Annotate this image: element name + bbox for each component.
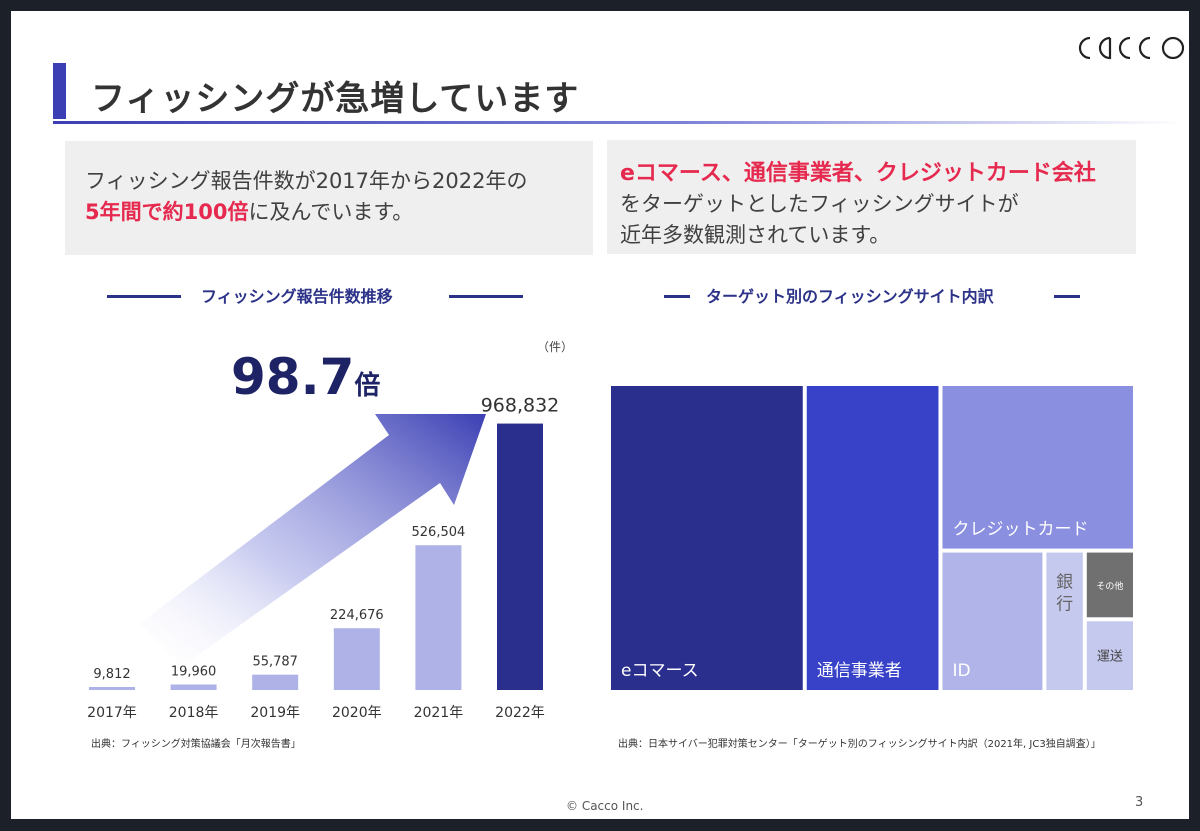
section-header-right-label: ターゲット別のフィッシングサイト内訳	[706, 287, 994, 306]
bar-2018年	[170, 684, 217, 690]
source-note-right: 出典：日本サイバー犯罪対策センター「ターゲット別のフィッシングサイト内訳（202…	[618, 739, 1101, 750]
treemap-label: その他	[1096, 580, 1123, 592]
bar-category-label: 2021年	[414, 705, 464, 721]
bar-category-label: 2022年	[495, 705, 545, 721]
cacco-logo	[1078, 36, 1185, 60]
section-header-left-label: フィッシング報告件数推移	[201, 287, 393, 306]
summary-box-right: eコマース、通信事業者、クレジットカード会社 をターゲットとしたフィッシングサイ…	[607, 140, 1136, 254]
treemap-cell-その他	[1086, 552, 1133, 618]
treemap-cell-eコマース	[611, 386, 803, 690]
section-header-left-line-r	[449, 295, 523, 298]
multiplier-label: 98.7倍	[231, 348, 380, 406]
bar-value-label: 224,676	[330, 608, 384, 623]
bar-2020年	[333, 628, 380, 690]
summary-right-line2: をターゲットとしたフィッシングサイトが	[620, 192, 1019, 216]
bar-category-label: 2018年	[169, 705, 219, 721]
treemap-label: 通信事業者	[817, 661, 902, 681]
treemap-cell-クレジットカード	[942, 386, 1133, 549]
bar-category-label: 2017年	[87, 705, 137, 721]
growth-arrow	[139, 414, 486, 667]
summary-left-line1: フィッシング報告件数が2017年から2022年の	[85, 169, 528, 193]
summary-box-left: フィッシング報告件数が2017年から2022年の 5年間で約100倍に及んでいま…	[65, 141, 593, 255]
section-header-right-line-r	[1054, 295, 1080, 298]
treemap-cell-銀行	[1046, 552, 1083, 690]
section-header-right: ターゲット別のフィッシングサイト内訳	[664, 283, 1094, 309]
summary-left-highlight: 5年間で約100倍	[85, 200, 249, 224]
bar-category-label: 2020年	[332, 705, 382, 721]
bar-2022年	[497, 423, 543, 690]
bar-value-label: 19,960	[171, 665, 217, 680]
multiplier-value: 98.7	[231, 348, 355, 406]
bar-value-label: 55,787	[252, 655, 298, 670]
slide-title: フィッシングが急増しています	[91, 79, 580, 119]
source-note-left: 出典：フィッシング対策協議会「月次報告書」	[91, 739, 301, 750]
treemap-label: クレジットカード	[952, 520, 1088, 540]
section-header-right-line-l	[664, 295, 690, 298]
bar-value-label: 526,504	[412, 525, 466, 540]
bar-value-label: 9,812	[93, 667, 130, 682]
title-underline	[53, 121, 1183, 124]
title-accent-bar	[53, 63, 66, 119]
treemap-cell-運送	[1086, 621, 1133, 690]
treemap-label: ID	[952, 661, 970, 681]
summary-left-rest: に及んでいます。	[248, 200, 414, 224]
bar-2017年	[89, 687, 135, 690]
treemap-label: 銀行	[1056, 573, 1073, 615]
section-header-left: フィッシング報告件数推移	[107, 283, 527, 309]
bar-2019年	[252, 674, 299, 690]
treemap-cell-通信事業者	[806, 386, 939, 690]
footer-copyright: © Cacco Inc.	[566, 799, 644, 813]
bar-unit-label: （件）	[537, 340, 573, 354]
summary-right-highlight: eコマース、通信事業者、クレジットカード会社	[620, 161, 1096, 186]
slide: フィッシングが急増しています フィッシング報告件数が2017年から2022年の …	[11, 11, 1189, 819]
bar-2021年	[415, 545, 462, 690]
bar-category-label: 2019年	[250, 705, 300, 721]
summary-right-line3: 近年多数観測されています。	[620, 223, 891, 247]
treemap-cell-ID	[942, 552, 1043, 690]
page-number: 3	[1135, 795, 1144, 810]
treemap-label: eコマース	[621, 661, 699, 681]
bar-chart: （件） 9,812 2017年 19,960 2018年 55,787 2019年 224,6…	[87, 340, 573, 721]
bar-value-label: 968,832	[481, 395, 560, 417]
section-header-left-line-l	[107, 295, 181, 298]
treemap-label: 運送	[1097, 650, 1123, 665]
multiplier-unit: 倍	[354, 371, 381, 401]
